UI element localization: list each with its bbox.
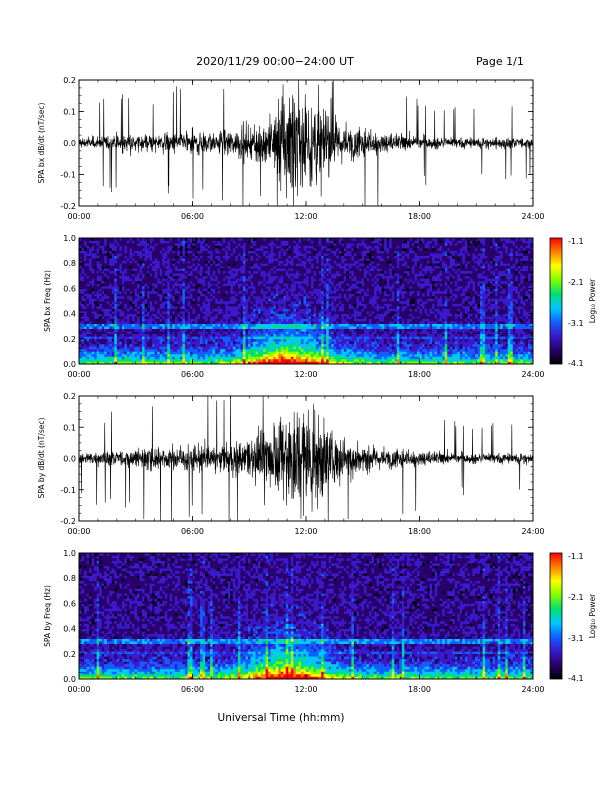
panel-by-spectrogram: 0.0 0.2 0.4 0.6 0.8 1.0 00:00 06:00 12:00 18:00 24… — [43, 549, 597, 694]
by-dbdt-xtick-label: 24:00 — [521, 527, 544, 536]
bx-dbdt-ytick-label: -0.1 — [60, 171, 76, 180]
bx-colorbar-label: Log₁₀ Power — [588, 278, 597, 323]
by-dbdt-ytick-label: -0.2 — [60, 517, 76, 526]
x-axis-label: Universal Time (hh:mm) — [218, 712, 345, 724]
bx-spec-ytick-label: 0.0 — [63, 360, 76, 369]
bx-dbdt-ytick-label: -0.2 — [60, 202, 76, 211]
panel-bx-dbdt: -0.2 -0.1 0.0 0.1 0.2 00:00 06:00 12:00 18:00 24:… — [37, 76, 545, 221]
bx-spec-ytick-label: 0.8 — [63, 259, 76, 268]
bx-dbdt-ytick-label: 0.0 — [63, 139, 76, 148]
by-cb-tick-3: -3.1 — [568, 634, 584, 643]
by-dbdt-trace — [78, 395, 534, 522]
by-freq-ylabel: SPA by Freq (Hz) — [43, 585, 52, 647]
by-cb-tick-bottom: -4.1 — [568, 674, 584, 683]
by-spec-ytick-label: 0.4 — [63, 625, 76, 634]
bx-spec-xtick-label: 06:00 — [181, 370, 204, 379]
bx-cb-tick-2: -2.1 — [568, 278, 584, 287]
bx-spec-xtick-label: 24:00 — [521, 370, 544, 379]
by-dbdt-ytick-label: 0.0 — [63, 455, 76, 464]
bx-dbdt-series-line — [78, 79, 534, 207]
by-spectrogram-image — [79, 553, 534, 680]
panel-bx-spectrogram: 0.0 0.2 0.4 0.6 0.8 1.0 00:00 06:00 12:00 18:00 24… — [43, 234, 597, 379]
bx-dbdt-xtick-label: 24:00 — [521, 212, 544, 221]
bx-spec-ytick-label: 1.0 — [63, 234, 76, 243]
by-spec-ytick-label: 0.2 — [63, 650, 76, 659]
bx-spec-xtick-label: 00:00 — [67, 370, 90, 379]
bx-dbdt-xtick-label: 00:00 — [67, 212, 90, 221]
page-indicator: Page 1/1 — [476, 55, 524, 68]
bx-spectrogram-image — [79, 238, 534, 365]
bx-spec-ytick-label: 0.2 — [63, 335, 76, 344]
bx-dbdt-xtick-label: 12:00 — [294, 212, 317, 221]
by-colorbar-label: Log₁₀ Power — [588, 593, 597, 638]
by-spec-xtick-label: 18:00 — [408, 685, 431, 694]
by-spec-xtick-label: 00:00 — [67, 685, 90, 694]
bx-dbdt-ytick-label: 0.2 — [63, 76, 76, 85]
by-spec-xtick-label: 24:00 — [521, 685, 544, 694]
by-dbdt-ytick-label: 0.2 — [63, 392, 76, 401]
figure-title: 2020/11/29 00:00−24:00 UT — [196, 55, 354, 68]
bx-colorbar: -1.1 -2.1 -3.1 -4.1 Log₁₀ Power — [549, 237, 597, 368]
bx-spec-ytick-label: 0.6 — [63, 284, 76, 293]
bx-dbdt-ytick-label: 0.1 — [63, 108, 76, 117]
bx-spec-xtick-label: 18:00 — [408, 370, 431, 379]
by-cb-tick-top: -1.1 — [568, 552, 584, 561]
by-dbdt-ytick-label: -0.1 — [60, 486, 76, 495]
by-spec-ytick-label: 0.6 — [63, 599, 76, 608]
bx-cb-tick-bottom: -4.1 — [568, 359, 584, 368]
by-spec-ytick-label: 1.0 — [63, 549, 76, 558]
panel-by-dbdt: -0.2 -0.1 0.0 0.1 0.2 00:00 06:00 12:00 18:00 24:… — [37, 392, 545, 536]
by-dbdt-xtick-label: 06:00 — [181, 527, 204, 536]
bx-dbdt-ylabel: SPA bx dB/dt (nT/sec) — [37, 103, 46, 184]
by-spec-ytick-label: 0.0 — [63, 675, 76, 684]
bx-dbdt-trace — [78, 79, 534, 207]
by-dbdt-ylabel: SPA by dB/dt (nT/sec) — [37, 418, 46, 499]
by-spec-xtick-label: 06:00 — [181, 685, 204, 694]
bx-cb-tick-top: -1.1 — [568, 237, 584, 246]
by-dbdt-series-line — [78, 395, 534, 522]
by-dbdt-xtick-label: 18:00 — [408, 527, 431, 536]
bx-spec-xtick-label: 12:00 — [294, 370, 317, 379]
bx-dbdt-xtick-label: 18:00 — [408, 212, 431, 221]
by-dbdt-xtick-label: 00:00 — [67, 527, 90, 536]
bx-spec-ytick-label: 0.4 — [63, 310, 76, 319]
bx-freq-ylabel: SPA bx Freq (Hz) — [43, 270, 52, 332]
by-cb-tick-2: -2.1 — [568, 593, 584, 602]
by-spec-ytick-label: 0.8 — [63, 574, 76, 583]
by-dbdt-xtick-label: 12:00 — [294, 527, 317, 536]
bx-cb-tick-3: -3.1 — [568, 319, 584, 328]
by-spec-xtick-label: 12:00 — [294, 685, 317, 694]
by-colorbar: -1.1 -2.1 -3.1 -4.1 Log₁₀ Power — [549, 552, 597, 683]
bx-dbdt-xtick-label: 06:00 — [181, 212, 204, 221]
by-dbdt-ytick-label: 0.1 — [63, 423, 76, 432]
